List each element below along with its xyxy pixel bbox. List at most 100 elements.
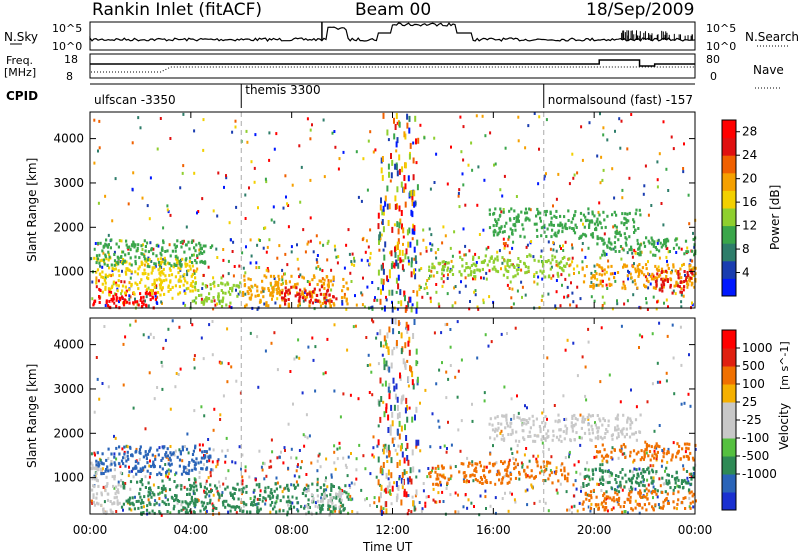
data-cell [161,456,164,460]
data-cell [95,261,98,265]
scatter-cell [212,448,215,452]
scatter-cell [553,404,556,407]
scatter-cell [692,472,695,475]
scatter-cell [129,487,132,491]
data-cell [650,445,653,449]
data-cell [173,499,176,503]
data-cell [640,471,643,475]
data-cell [621,476,624,480]
scatter-cell [621,488,624,492]
scatter-cell [115,510,118,513]
data-cell [159,273,162,277]
scatter-cell [202,463,205,467]
data-cell [630,485,633,489]
scatter-cell [132,475,135,479]
data-cell [234,488,237,491]
data-cell [615,229,618,233]
scatter-cell [590,271,593,275]
data-cell [311,482,314,486]
scatter-cell [218,301,221,305]
data-cell [601,437,604,441]
scatter-cell [272,205,275,209]
scatter-cell [511,452,514,455]
data-cell [199,482,202,486]
data-cell [192,501,195,505]
scatter-cell [664,481,667,485]
scatter-cell [238,445,241,449]
data-cell [637,270,641,274]
scatter-cell [222,258,225,262]
scatter-cell [507,509,510,513]
scatter-cell [626,511,629,515]
scatter-cell [568,450,571,454]
data-cell [679,267,682,271]
data-cell [307,498,310,502]
scatter-cell [641,469,643,473]
data-cell [685,454,688,458]
data-cell [501,414,504,418]
power-colorbar-swatch [722,120,736,139]
data-cell [195,488,198,492]
data-cell [682,496,685,500]
scatter-cell [261,468,264,472]
data-cell [590,496,593,500]
scatter-cell [393,223,396,227]
scatter-cell [575,487,578,491]
data-cell [618,230,621,234]
data-cell [128,470,131,474]
scatter-cell [569,303,572,307]
data-cell [137,267,140,271]
streak-cell [398,459,401,466]
scatter-cell [154,454,157,458]
data-cell [675,284,678,287]
data-cell [284,486,287,490]
data-cell [201,467,204,471]
data-cell [588,432,591,436]
data-cell [147,277,150,281]
data-cell [540,438,543,442]
data-cell [624,473,627,477]
scatter-cell [446,447,448,450]
data-cell [431,262,434,266]
data-cell [658,288,661,292]
scatter-cell [164,489,167,493]
data-cell [580,234,583,238]
data-cell [149,488,152,492]
data-cell [687,283,690,287]
data-cell [141,304,144,308]
data-cell [650,277,654,281]
data-cell [565,431,568,435]
scatter-cell [606,287,609,290]
scatter-cell [374,148,377,152]
scatter-cell [191,323,194,327]
data-cell [158,510,161,514]
data-cell [256,510,260,514]
data-cell [501,476,505,480]
data-cell [675,455,678,459]
data-cell [142,455,145,459]
data-cell [674,481,677,485]
data-cell [285,290,288,294]
scatter-cell [202,118,205,122]
data-cell [179,262,182,266]
data-cell [543,210,546,214]
scatter-cell [346,348,349,352]
streak-cell [406,442,409,449]
scatter-cell [656,361,659,365]
scatter-cell [456,320,459,324]
scatter-cell [471,460,474,464]
data-cell [185,447,189,451]
data-cell [301,492,305,495]
data-cell [100,275,103,279]
scatter-cell [468,307,471,311]
scatter-cell [122,342,125,346]
data-cell [633,279,636,283]
scatter-cell [125,444,128,448]
data-cell [604,225,607,229]
data-cell [271,501,274,504]
nsearch-tick-top: 10^5 [706,22,736,35]
scatter-cell [564,277,567,281]
data-cell [673,284,676,288]
data-cell [141,301,144,304]
scatter-cell [375,336,378,340]
